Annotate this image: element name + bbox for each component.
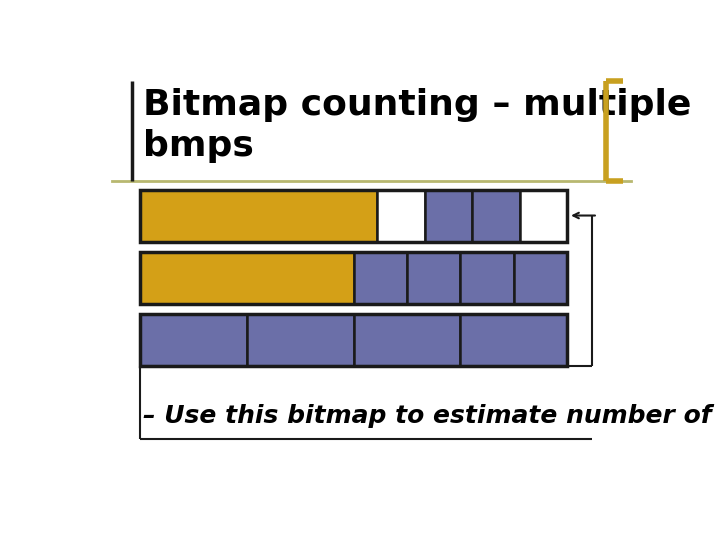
Text: bmps: bmps <box>143 129 254 163</box>
Bar <box>140 314 247 366</box>
Bar <box>460 252 514 304</box>
Text: Bitmap counting – multiple: Bitmap counting – multiple <box>143 87 691 122</box>
Bar <box>472 190 520 241</box>
Bar <box>514 252 567 304</box>
Bar <box>247 314 354 366</box>
Bar <box>140 190 567 241</box>
Bar <box>425 190 472 241</box>
Bar <box>460 314 567 366</box>
Bar <box>377 190 425 241</box>
Bar <box>140 314 567 366</box>
Bar <box>520 190 567 241</box>
Bar <box>140 190 377 241</box>
Bar <box>354 314 460 366</box>
Bar <box>140 252 354 304</box>
Text: – Use this bitmap to estimate number of flows: – Use this bitmap to estimate number of … <box>143 404 720 428</box>
Bar <box>354 252 407 304</box>
Bar <box>140 252 567 304</box>
Bar <box>407 252 460 304</box>
